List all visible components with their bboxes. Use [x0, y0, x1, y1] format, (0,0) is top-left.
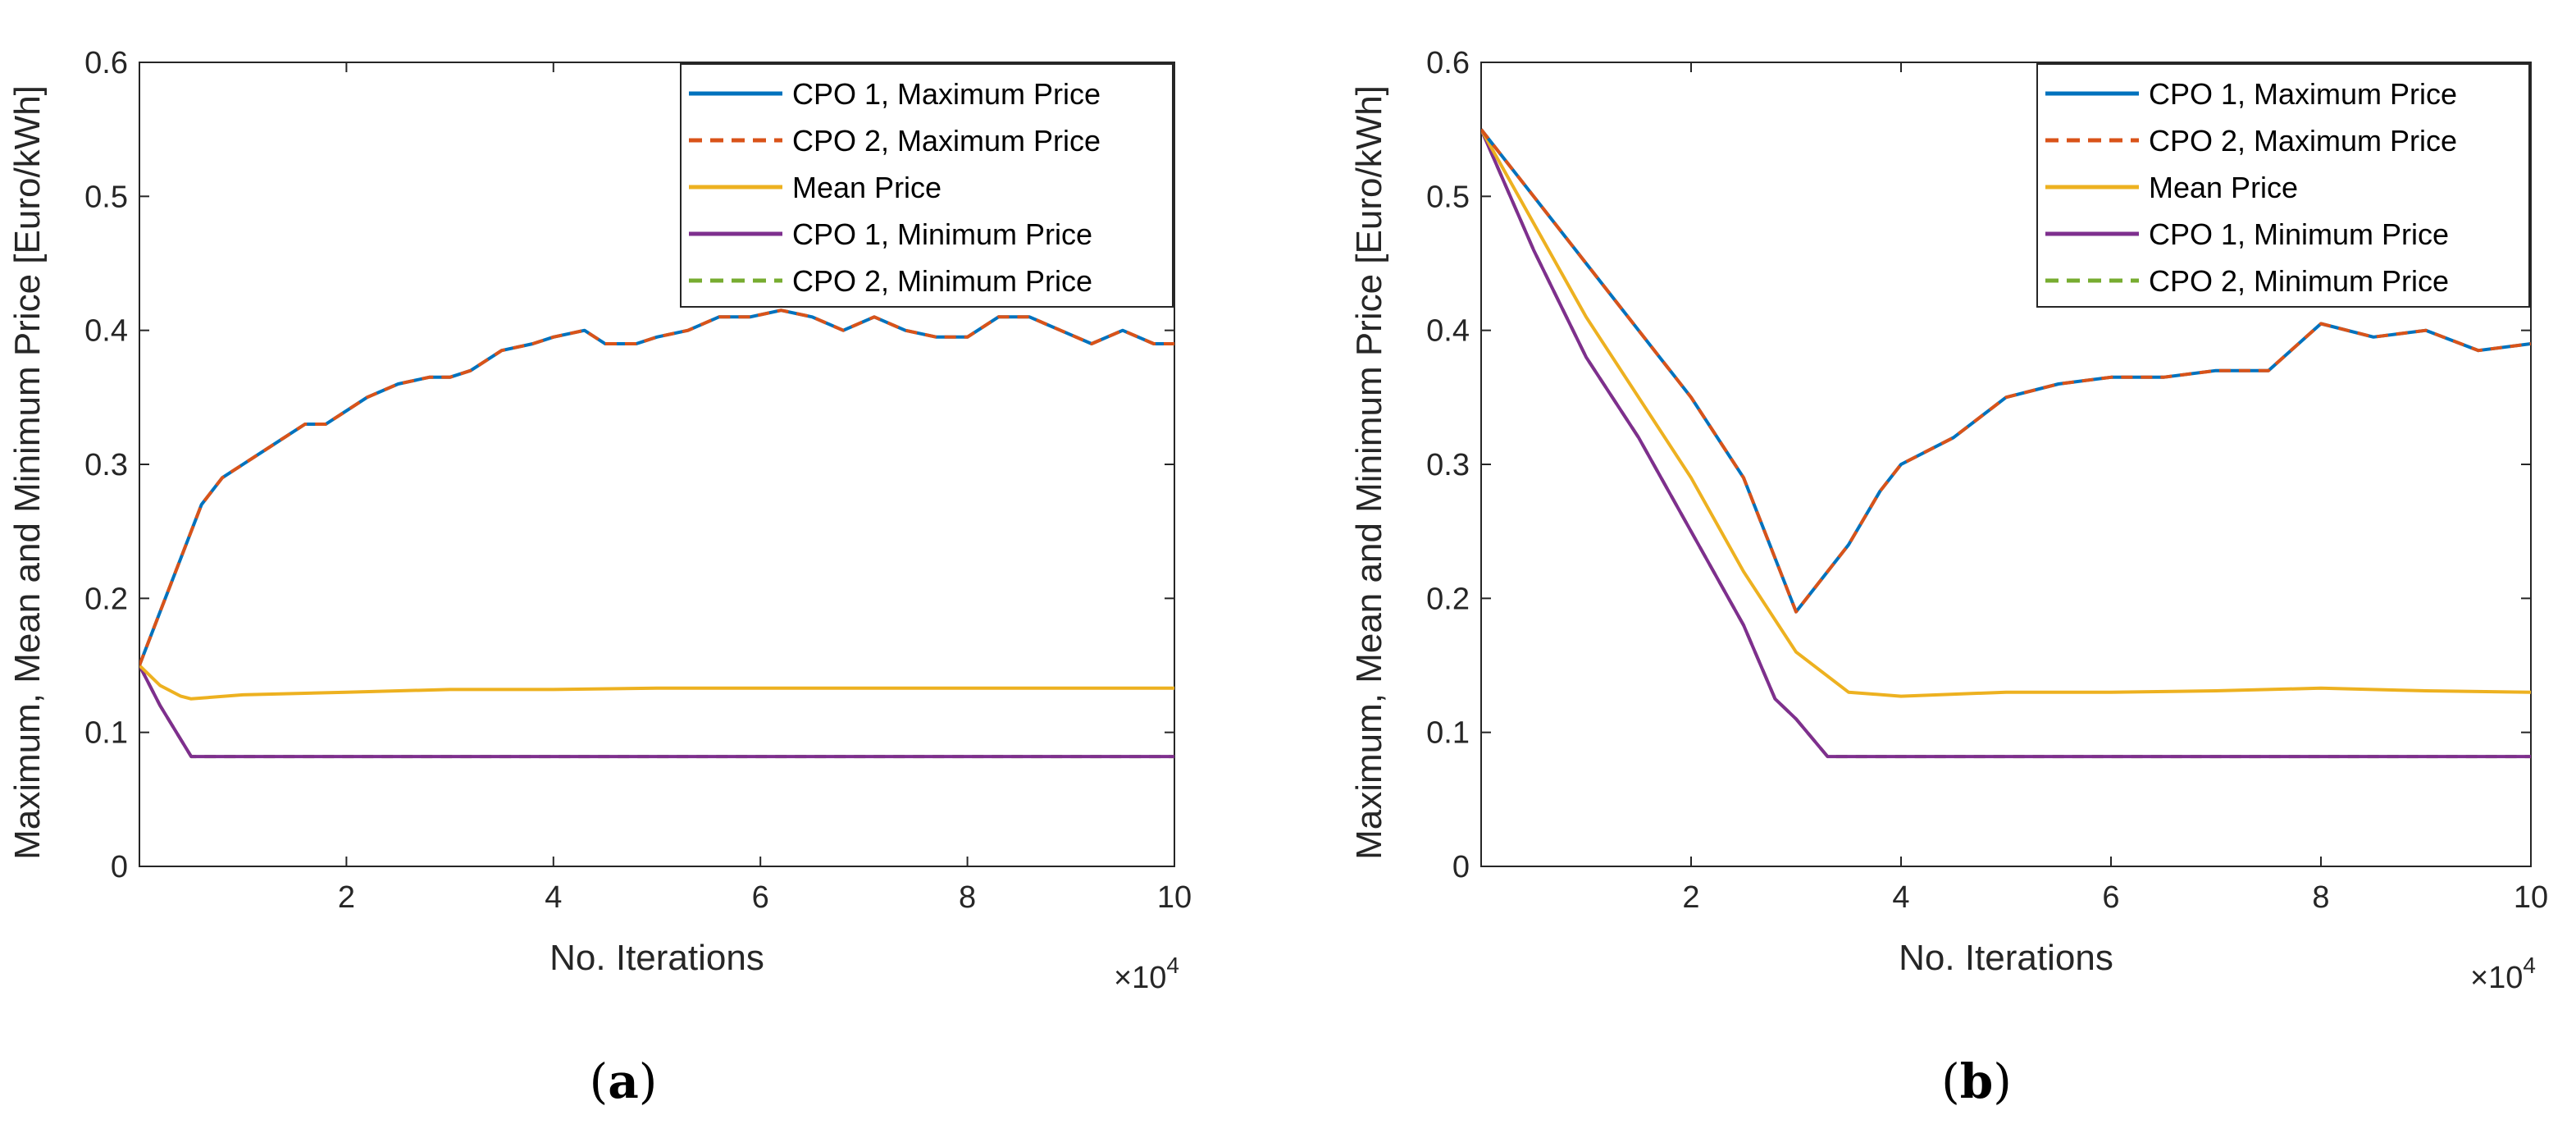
x-tick-label: 2: [338, 880, 355, 915]
series-line-mean: [1481, 128, 2531, 698]
y-tick-label: 0.2: [1426, 582, 1470, 616]
legend: CPO 1, Maximum Price CPO 2, Maximum Price…: [2036, 63, 2530, 308]
y-tick-label: 0.1: [1426, 716, 1470, 751]
y-tick-label: 0.4: [84, 314, 128, 349]
y-axis-label: Maximum, Mean and Minimum Price [Euro/kW…: [1349, 85, 1389, 860]
y-tick-label: 0.6: [84, 46, 128, 80]
legend-label: CPO 1, Minimum Price: [792, 217, 1092, 251]
x-axis-multiplier: ×104: [1114, 953, 1179, 995]
x-tick-label: 6: [2102, 880, 2119, 915]
x-axis-label: No. Iterations: [1899, 938, 2113, 978]
x-axis-label: No. Iterations: [549, 938, 764, 978]
y-tick-label: 0.5: [1426, 180, 1470, 214]
legend-label: CPO 2, Minimum Price: [792, 264, 1092, 298]
x-axis-multiplier: ×104: [2470, 953, 2536, 995]
y-axis-label: Maximum, Mean and Minimum Price [Euro/kW…: [7, 85, 48, 860]
panel-label: (b): [1941, 1053, 2012, 1109]
legend-label: CPO 2, Minimum Price: [2149, 264, 2449, 298]
chart-panel-a: 0 0.1 0.2 0.3 0.4 0.5 0.6 2 4 6 8 10 ×104 No. Iterati…: [7, 46, 1192, 1109]
legend-label: CPO 1, Maximum Price: [2149, 77, 2457, 111]
y-tick-label: 0.3: [1426, 448, 1470, 482]
y-tick-label: 0.5: [84, 180, 128, 214]
legend-label: CPO 1, Minimum Price: [2149, 217, 2449, 251]
x-tick-label: 4: [1892, 880, 1909, 915]
y-tick-label: 0: [111, 850, 128, 884]
series-line-cpo1-min: [139, 665, 1174, 759]
y-tick-label: 0.4: [1426, 314, 1470, 349]
series-line-mean: [139, 664, 1174, 701]
panel-label: (a): [590, 1053, 658, 1109]
x-tick-label: 10: [1157, 880, 1192, 915]
x-tick-label: 8: [2312, 880, 2329, 915]
legend-label: CPO 1, Maximum Price: [792, 77, 1101, 111]
series-line-cpo1-min: [1481, 128, 2531, 759]
series-line-cpo2-max: [1481, 128, 2531, 614]
legend-label: CPO 2, Maximum Price: [2149, 124, 2457, 158]
legend-label: Mean Price: [792, 171, 941, 204]
series-line-cpo2-max: [139, 308, 1174, 666]
x-tick-label: 6: [752, 880, 769, 915]
y-tick-label: 0.2: [84, 582, 128, 616]
x-tick-label: 4: [545, 880, 562, 915]
y-tick-label: 0.3: [84, 448, 128, 482]
x-tick-label: 8: [959, 880, 976, 915]
chart-panel-b: 0 0.1 0.2 0.3 0.4 0.5 0.6 2 4 6 8 10 ×104 No. Iterati…: [1349, 46, 2548, 1109]
legend-label: CPO 2, Maximum Price: [792, 124, 1101, 158]
legend: CPO 1, Maximum Price CPO 2, Maximum Price…: [680, 63, 1174, 308]
legend-label: Mean Price: [2149, 171, 2298, 204]
y-tick-label: 0: [1452, 850, 1470, 884]
x-tick-label: 2: [1682, 880, 1699, 915]
y-tick-label: 0.1: [84, 716, 128, 751]
y-tick-label: 0.6: [1426, 46, 1470, 80]
x-tick-label: 10: [2514, 880, 2548, 915]
